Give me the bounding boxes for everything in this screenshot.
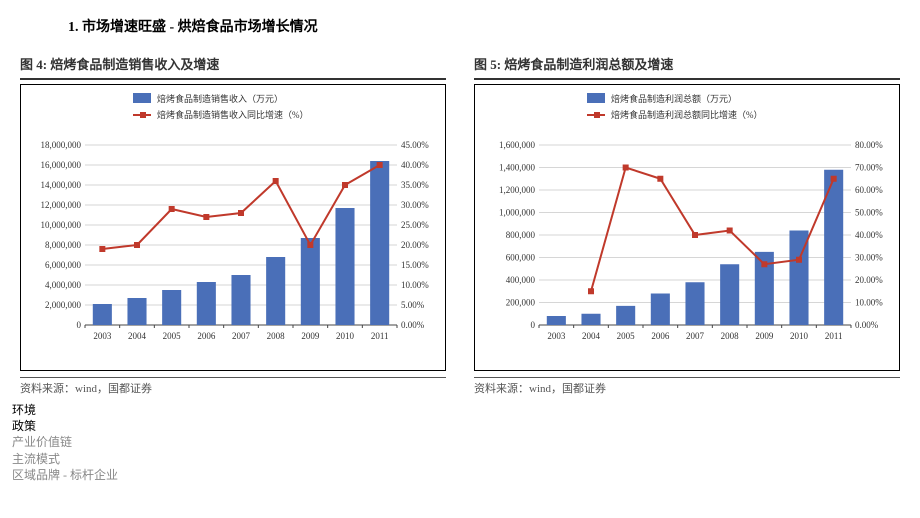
svg-text:10.00%: 10.00% [401, 280, 429, 290]
chart4-svg: 焙烤食品制造销售收入（万元） 焙烤食品制造销售收入同比增速（%） 0 2,000,00… [21, 85, 445, 365]
svg-text:30.00%: 30.00% [401, 200, 429, 210]
svg-text:20.00%: 20.00% [401, 240, 429, 250]
svg-text:0.00%: 0.00% [401, 320, 425, 330]
svg-text:2009: 2009 [755, 331, 774, 341]
svg-text:1,200,000: 1,200,000 [499, 185, 536, 195]
chart4-title: 图 4: 焙烤食品制造销售收入及增速 [20, 57, 219, 72]
svg-text:2010: 2010 [336, 331, 355, 341]
svg-text:2003: 2003 [93, 331, 112, 341]
svg-text:35.00%: 35.00% [401, 180, 429, 190]
svg-text:16,000,000: 16,000,000 [41, 160, 82, 170]
svg-text:40.00%: 40.00% [855, 230, 883, 240]
svg-text:400,000: 400,000 [506, 275, 536, 285]
svg-text:8,000,000: 8,000,000 [45, 240, 82, 250]
footer-l5: 区域品牌 - 标杆企业 [12, 467, 908, 483]
chart5-svg: 焙烤食品制造利润总额（万元） 焙烤食品制造利润总额同比增速（%） 0 200,000 4… [475, 85, 899, 365]
section-title: 1. 市场增速旺盛 - 烘焙食品市场增长情况 [68, 16, 908, 36]
svg-text:50.00%: 50.00% [855, 208, 883, 218]
svg-text:2006: 2006 [197, 331, 216, 341]
svg-text:60.00%: 60.00% [855, 185, 883, 195]
svg-text:6,000,000: 6,000,000 [45, 260, 82, 270]
svg-text:45.00%: 45.00% [401, 140, 429, 150]
svg-text:200,000: 200,000 [506, 298, 536, 308]
chart5-title: 图 5: 焙烤食品制造利润总额及增速 [474, 57, 673, 72]
footer-notes: 环境 政策 产业价值链 主流模式 区域品牌 - 标杆企业 [12, 402, 908, 483]
svg-text:2010: 2010 [790, 331, 809, 341]
svg-text:1,000,000: 1,000,000 [499, 208, 536, 218]
svg-text:2,000,000: 2,000,000 [45, 300, 82, 310]
svg-text:2007: 2007 [686, 331, 705, 341]
svg-text:2003: 2003 [547, 331, 566, 341]
chart5-block: 图 5: 焙烤食品制造利润总额及增速 焙烤食品制造利润总额（万元）焙烤食品制造利… [474, 54, 900, 396]
svg-text:12,000,000: 12,000,000 [41, 200, 82, 210]
svg-text:4,000,000: 4,000,000 [45, 280, 82, 290]
svg-text:2005: 2005 [617, 331, 636, 341]
svg-text:600,000: 600,000 [506, 253, 536, 263]
svg-text:2008: 2008 [721, 331, 740, 341]
svg-text:80.00%: 80.00% [855, 140, 883, 150]
svg-text:20.00%: 20.00% [855, 275, 883, 285]
svg-text:0: 0 [77, 320, 82, 330]
svg-text:800,000: 800,000 [506, 230, 536, 240]
chart5-source: 资料来源：wind，国都证券 [474, 377, 900, 396]
svg-text:14,000,000: 14,000,000 [41, 180, 82, 190]
svg-text:2007: 2007 [232, 331, 251, 341]
svg-text:10.00%: 10.00% [855, 298, 883, 308]
svg-text:2004: 2004 [128, 331, 147, 341]
svg-text:0.00%: 0.00% [855, 320, 879, 330]
charts-row: 图 4: 焙烤食品制造销售收入及增速 焙烤食品制造销售收入（万元）焙烤食品制造销… [12, 54, 908, 396]
svg-text:2011: 2011 [371, 331, 389, 341]
svg-text:15.00%: 15.00% [401, 260, 429, 270]
svg-text:焙烤食品制造销售收入（万元）: 焙烤食品制造销售收入（万元） [157, 93, 283, 104]
svg-text:焙烤食品制造利润总额（万元）: 焙烤食品制造利润总额（万元） [611, 93, 737, 104]
svg-text:40.00%: 40.00% [401, 160, 429, 170]
svg-text:1,600,000: 1,600,000 [499, 140, 536, 150]
footer-l2: 政策 [12, 418, 908, 434]
svg-text:2004: 2004 [582, 331, 601, 341]
svg-text:18,000,000: 18,000,000 [41, 140, 82, 150]
footer-l3: 产业价值链 [12, 434, 908, 450]
svg-text:2008: 2008 [267, 331, 286, 341]
svg-text:10,000,000: 10,000,000 [41, 220, 82, 230]
svg-text:2009: 2009 [301, 331, 320, 341]
svg-text:0: 0 [531, 320, 536, 330]
footer-l1: 环境 [12, 402, 908, 418]
footer-l4: 主流模式 [12, 451, 908, 467]
svg-text:2011: 2011 [825, 331, 843, 341]
chart4-source: 资料来源：wind，国都证券 [20, 377, 446, 396]
svg-text:25.00%: 25.00% [401, 220, 429, 230]
svg-text:70.00%: 70.00% [855, 163, 883, 173]
svg-text:焙烤食品制造销售收入同比增速（%）: 焙烤食品制造销售收入同比增速（%） [157, 109, 309, 120]
svg-text:1,400,000: 1,400,000 [499, 163, 536, 173]
svg-text:2005: 2005 [163, 331, 182, 341]
svg-text:5.00%: 5.00% [401, 300, 425, 310]
svg-text:2006: 2006 [651, 331, 670, 341]
svg-text:焙烤食品制造利润总额同比增速（%）: 焙烤食品制造利润总额同比增速（%） [611, 109, 763, 120]
chart4-block: 图 4: 焙烤食品制造销售收入及增速 焙烤食品制造销售收入（万元）焙烤食品制造销… [20, 54, 446, 396]
svg-text:30.00%: 30.00% [855, 253, 883, 263]
